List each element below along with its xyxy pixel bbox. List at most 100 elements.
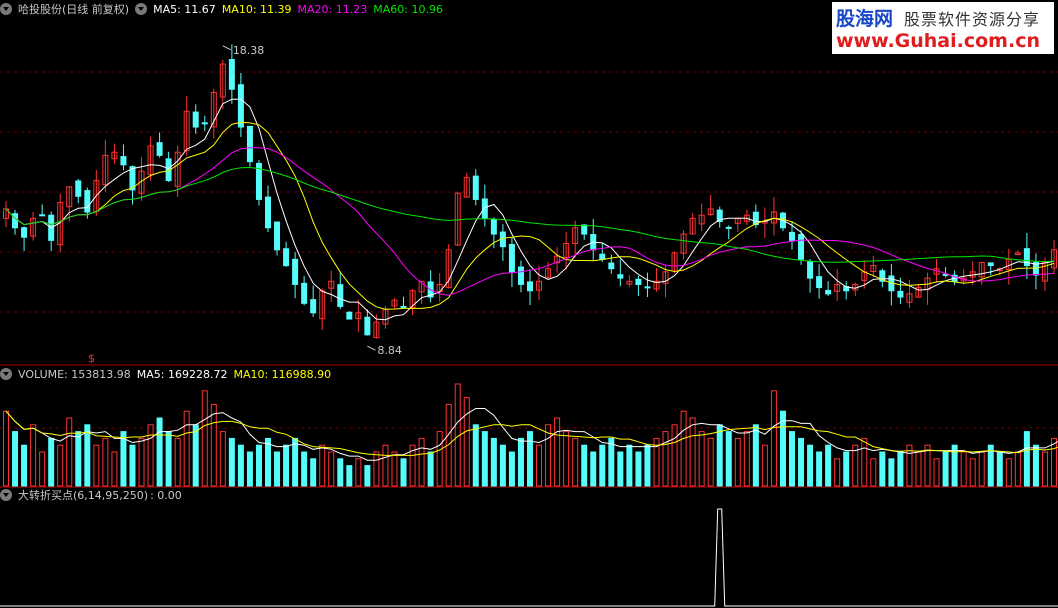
candle-body [246, 125, 253, 163]
volume-bar [897, 451, 904, 487]
candle-body [364, 316, 371, 336]
annotation-pointer [222, 45, 232, 51]
volume-bar [671, 424, 678, 487]
candle-body [644, 286, 651, 289]
volume-bar [960, 451, 967, 487]
chevron-down-icon[interactable] [0, 368, 12, 380]
candle-body [328, 280, 335, 289]
candle-body [228, 59, 235, 90]
candle-body [301, 282, 308, 304]
candle-body [1014, 252, 1021, 256]
candle-body [472, 175, 479, 200]
volume-bar [644, 444, 651, 487]
ma20-label: MA20: 11.23 [297, 3, 368, 16]
volume-bar [996, 451, 1003, 487]
ma60-label: MA60: 10.96 [373, 3, 443, 16]
volume-bar [292, 437, 299, 487]
vol-ma5-label: MA5: 169228.72 [136, 368, 228, 381]
indicator-value: : 0.00 [150, 489, 182, 502]
chevron-down-icon[interactable] [0, 3, 12, 15]
candle-body [274, 221, 281, 251]
candle-body [337, 284, 344, 307]
indicator-header: 大转折买点(6,14,95,250): 0.00 [0, 488, 188, 504]
volume-bar [174, 437, 181, 487]
candle-body [292, 258, 299, 285]
volume-bar [698, 431, 705, 487]
volume-bar [111, 451, 118, 487]
volume-bar [129, 444, 136, 487]
volume-bar [590, 451, 597, 487]
chevron-down-icon[interactable] [0, 489, 12, 501]
candle-body [346, 311, 353, 320]
volume-bar [39, 451, 46, 487]
candle-body [508, 243, 515, 273]
candle-body [102, 154, 109, 186]
volume-bar [508, 451, 515, 487]
candle-body [147, 145, 154, 175]
volume-bar [201, 390, 208, 487]
candle-body [752, 211, 759, 226]
stock-title: 哈投股份(日线 前复权) [18, 3, 130, 16]
candle-body [987, 262, 994, 267]
volume-bar [283, 444, 290, 487]
volume-bar [265, 437, 271, 487]
candle-body [111, 151, 118, 160]
volume-bar [1041, 451, 1048, 487]
ma60-line [5, 166, 1055, 263]
candle-body [21, 227, 28, 238]
volume-bar [653, 437, 660, 487]
volume-bar [427, 451, 434, 487]
candle-body [707, 208, 714, 216]
main-chart-header: 哈投股份(日线 前复权) MA5: 11.67 MA10: 11.39 MA20: 1… [0, 2, 449, 18]
candle-body [138, 170, 145, 194]
volume-bar [951, 444, 958, 487]
ma10-label: MA10: 11.39 [221, 3, 292, 16]
volume-bar [210, 403, 217, 487]
candle-body [536, 280, 543, 291]
volume-bar [554, 417, 561, 487]
volume-bar [662, 431, 669, 487]
candle-body [554, 255, 561, 264]
vol-ma10-label: MA10: 116988.90 [233, 368, 332, 381]
volume-bar [834, 458, 841, 487]
candle-body [255, 162, 262, 200]
volume-bar [852, 444, 859, 487]
volume-bar [147, 424, 154, 487]
volume-bar [572, 437, 579, 487]
volume-bar [1032, 444, 1039, 487]
volume-bar [861, 437, 868, 487]
candle-body [481, 198, 488, 219]
volume-bar [1051, 437, 1057, 487]
candle-body [879, 270, 886, 282]
volume-bar [924, 444, 931, 487]
volume-bar [93, 444, 100, 487]
candle-body [834, 283, 841, 292]
candle-body [201, 122, 208, 125]
volume-bar [102, 437, 109, 487]
volume-bar [156, 417, 163, 487]
volume-bar [499, 444, 506, 487]
candle-body [373, 321, 380, 339]
candle-body [789, 231, 795, 241]
candle-body [120, 156, 127, 166]
candle-body [816, 276, 823, 289]
volume-bar [527, 431, 533, 487]
volume-bar [301, 451, 308, 487]
candle-body [210, 91, 217, 128]
candle-body [897, 290, 904, 298]
volume-bar [807, 444, 814, 487]
volume-bar [373, 451, 380, 487]
volume-bar [463, 397, 470, 487]
volume-bar [1005, 458, 1012, 487]
candle-body [391, 299, 398, 307]
candle-body [653, 280, 660, 290]
candle-body [75, 180, 82, 197]
candle-body [219, 63, 226, 98]
volume-bar [274, 451, 281, 487]
candle-body [445, 249, 452, 288]
volume-bar [337, 458, 344, 487]
chevron-down-icon[interactable] [135, 3, 148, 15]
volume-bar [725, 431, 732, 487]
candle-body [3, 208, 9, 219]
